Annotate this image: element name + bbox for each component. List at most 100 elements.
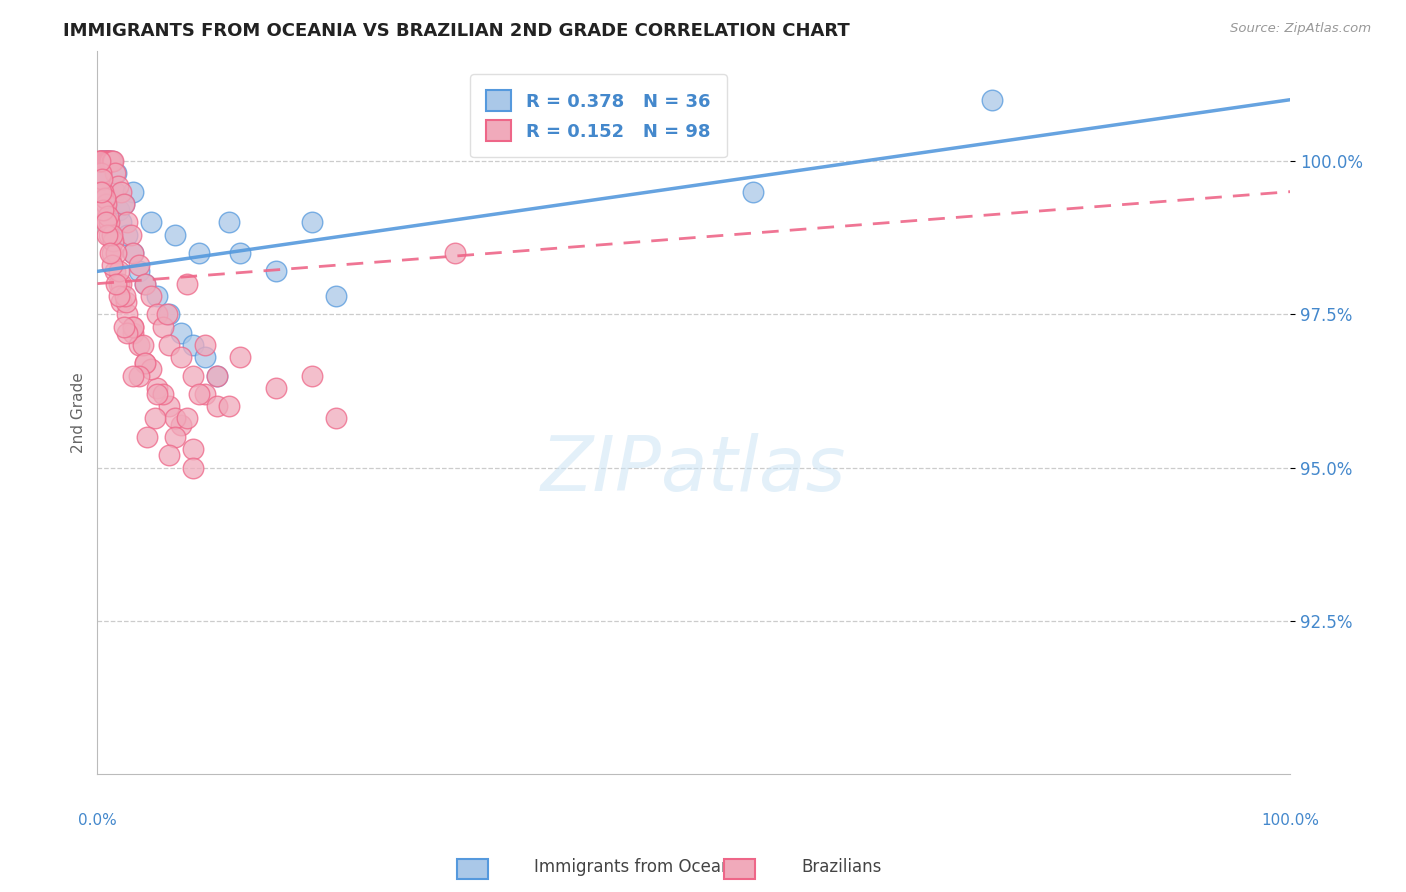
Point — [100, 246, 122, 260]
Point — [90, 154, 112, 169]
Point — [104, 264, 127, 278]
Point — [91, 154, 114, 169]
Point — [134, 356, 156, 370]
Point — [131, 338, 153, 352]
Point — [139, 289, 162, 303]
Point — [91, 185, 114, 199]
Point — [110, 277, 132, 291]
Point — [104, 166, 127, 180]
Point — [93, 203, 115, 218]
Point — [110, 295, 132, 310]
Point — [114, 289, 136, 303]
Point — [112, 197, 135, 211]
Point — [94, 197, 117, 211]
Point — [170, 326, 193, 340]
Point — [181, 338, 204, 352]
Point — [105, 246, 128, 260]
Point — [91, 154, 114, 169]
Point — [218, 215, 240, 229]
Point — [96, 154, 118, 169]
Point — [89, 154, 111, 169]
Point — [742, 185, 765, 199]
Point — [122, 246, 145, 260]
Point — [108, 289, 131, 303]
Point — [194, 350, 217, 364]
Point — [229, 246, 252, 260]
Point — [205, 399, 228, 413]
Text: Immigrants from Oceania: Immigrants from Oceania — [534, 858, 747, 876]
Point — [94, 154, 117, 169]
Point — [90, 154, 112, 169]
Point — [93, 154, 115, 169]
Point — [128, 264, 150, 278]
Point — [98, 227, 121, 242]
Point — [229, 350, 252, 364]
Point — [107, 178, 129, 193]
Point — [181, 442, 204, 457]
Point — [194, 338, 217, 352]
Point — [218, 399, 240, 413]
Point — [100, 154, 122, 169]
Point — [264, 264, 287, 278]
Point — [176, 277, 198, 291]
Point — [134, 277, 156, 291]
Point — [94, 215, 117, 229]
Text: ZIPatlas: ZIPatlas — [541, 434, 846, 508]
Point — [205, 368, 228, 383]
Point — [100, 227, 122, 242]
Point — [100, 154, 122, 169]
Point — [157, 338, 180, 352]
Point — [181, 460, 204, 475]
Point — [120, 227, 142, 242]
Point — [122, 319, 145, 334]
Point — [108, 277, 131, 291]
Point — [325, 411, 347, 425]
Point — [128, 338, 150, 352]
Point — [139, 215, 162, 229]
Point — [110, 185, 132, 199]
Point — [181, 368, 204, 383]
Point — [163, 411, 186, 425]
Legend: R = 0.378   N = 36, R = 0.152   N = 98: R = 0.378 N = 36, R = 0.152 N = 98 — [470, 74, 727, 157]
Point — [157, 399, 180, 413]
Point — [143, 411, 166, 425]
Point — [97, 154, 120, 169]
Point — [205, 368, 228, 383]
Point — [89, 154, 111, 169]
Point — [90, 166, 112, 180]
Point — [122, 326, 145, 340]
Point — [115, 295, 138, 310]
Point — [89, 166, 111, 180]
Point — [115, 326, 138, 340]
Point — [98, 215, 121, 229]
Point — [187, 387, 209, 401]
Point — [155, 307, 177, 321]
Point — [134, 277, 156, 291]
Point — [194, 387, 217, 401]
Text: 0.0%: 0.0% — [77, 813, 117, 828]
Point — [96, 215, 118, 229]
Point — [91, 154, 114, 169]
Point — [325, 289, 347, 303]
Text: Brazilians: Brazilians — [801, 858, 882, 876]
Point — [163, 430, 186, 444]
Point — [122, 246, 145, 260]
Point — [139, 362, 162, 376]
Point — [100, 258, 122, 272]
Point — [128, 258, 150, 272]
Text: Source: ZipAtlas.com: Source: ZipAtlas.com — [1230, 22, 1371, 36]
Point — [134, 356, 156, 370]
Point — [301, 215, 323, 229]
Point — [176, 411, 198, 425]
Point — [146, 307, 169, 321]
Point — [97, 154, 120, 169]
Point — [104, 185, 127, 199]
Point — [112, 319, 135, 334]
Point — [170, 417, 193, 432]
Point — [105, 277, 128, 291]
Point — [101, 234, 124, 248]
Y-axis label: 2nd Grade: 2nd Grade — [72, 372, 86, 453]
Point — [91, 203, 114, 218]
Point — [115, 215, 138, 229]
Point — [96, 227, 118, 242]
